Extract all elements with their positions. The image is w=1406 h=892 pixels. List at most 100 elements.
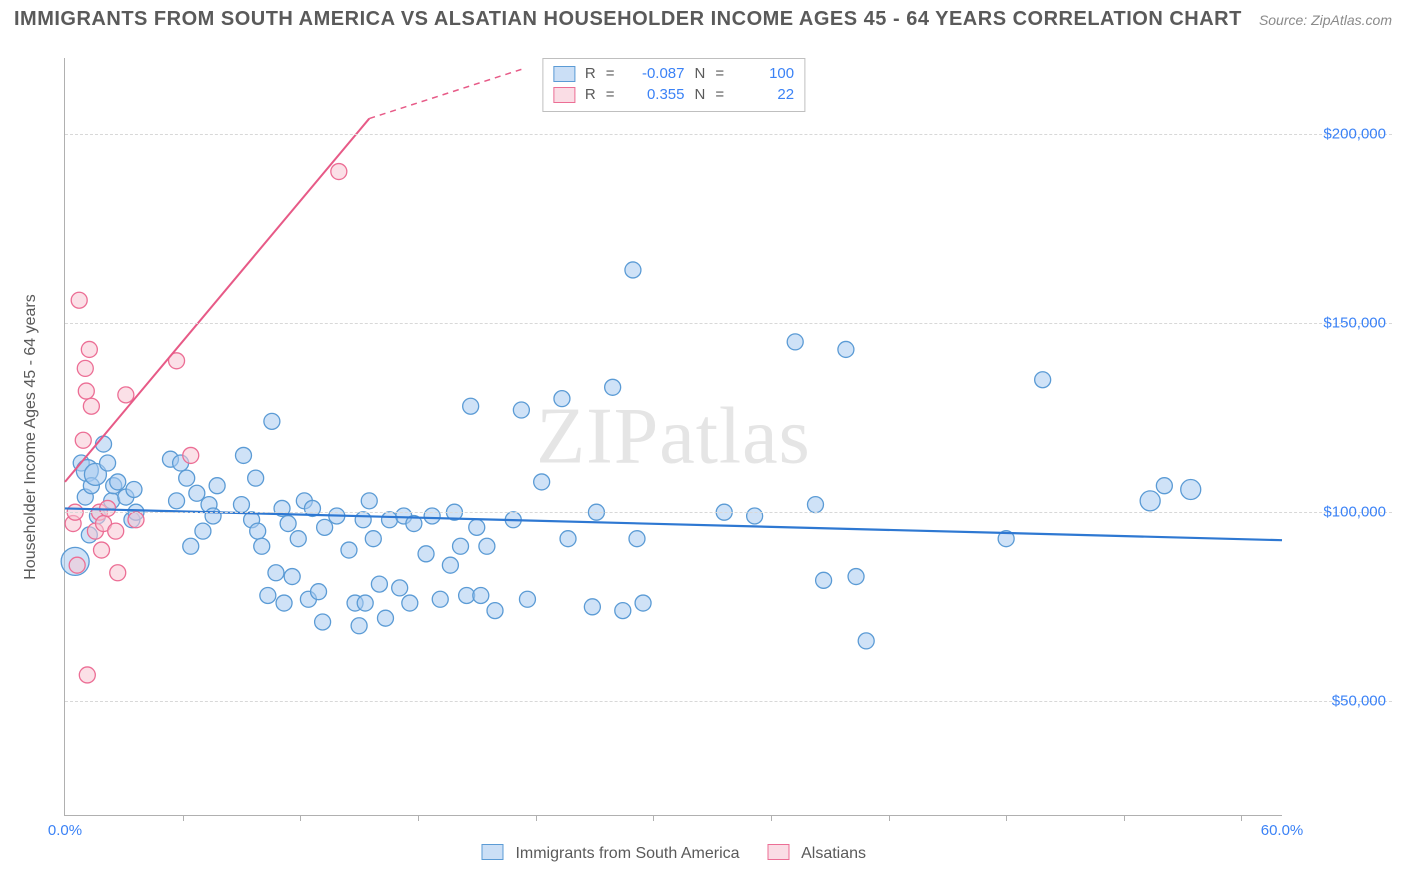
trend-line-dashed [369,69,521,118]
data-point [463,398,479,414]
y-tick-label: $50,000 [1332,693,1386,710]
data-point [479,538,495,554]
data-point [126,481,142,497]
legend-row: R= -0.087 N= 100 [553,63,794,84]
x-tick [889,815,890,821]
data-point [108,523,124,539]
data-point [365,531,381,547]
data-point [83,398,99,414]
x-tick [1241,815,1242,821]
x-tick [1006,815,1007,821]
data-point [377,610,393,626]
legend-swatch [553,87,575,103]
data-point [605,379,621,395]
data-point [453,538,469,554]
x-tick [183,815,184,821]
x-tick [653,815,654,821]
data-point [189,485,205,501]
gridline [65,512,1392,513]
data-point [1156,478,1172,494]
legend-correlation: R= -0.087 N= 100 R= 0.355 N= 22 [542,58,805,112]
data-point [110,565,126,581]
legend-item: Immigrants from South America [481,844,740,863]
data-point [513,402,529,418]
chart-wrap: ZIPatlas Householder Income Ages 45 - 64… [14,48,1392,864]
data-point [787,334,803,350]
data-point [290,531,306,547]
y-tick-label: $150,000 [1323,314,1386,331]
data-point [858,633,874,649]
x-tick-label: 0.0% [48,822,82,839]
data-point [183,538,199,554]
y-axis-title: Householder Income Ages 45 - 64 years [22,294,40,580]
x-tick [536,815,537,821]
n-value: 22 [734,84,794,105]
data-point [442,557,458,573]
y-tick-label: $100,000 [1323,504,1386,521]
x-tick-label: 60.0% [1261,822,1304,839]
data-point [311,584,327,600]
legend-label: Immigrants from South America [515,845,739,862]
data-point [615,603,631,619]
data-point [71,292,87,308]
legend-swatch [553,66,575,82]
data-point [75,432,91,448]
source-label: Source: ZipAtlas.com [1259,12,1392,28]
data-point [341,542,357,558]
legend-swatch [768,844,790,860]
gridline [65,701,1392,702]
gridline [65,323,1392,324]
data-point [94,542,110,558]
data-point [169,493,185,509]
chart-container: IMMIGRANTS FROM SOUTH AMERICA VS ALSATIA… [0,0,1406,892]
y-tick-label: $200,000 [1323,125,1386,142]
legend-swatch [481,844,503,860]
data-point [276,595,292,611]
data-point [179,470,195,486]
data-point [100,455,116,471]
data-point [848,569,864,585]
data-point [584,599,600,615]
data-point [473,587,489,603]
legend-row: R= 0.355 N= 22 [553,84,794,105]
data-point [110,474,126,490]
data-point [402,595,418,611]
data-point [260,587,276,603]
x-tick [771,815,772,821]
header: IMMIGRANTS FROM SOUTH AMERICA VS ALSATIA… [0,0,1406,35]
data-point [560,531,576,547]
data-point [69,557,85,573]
data-point [209,478,225,494]
data-point [357,595,373,611]
n-value: 100 [734,63,794,84]
data-point [268,565,284,581]
data-point [118,387,134,403]
data-point [81,341,97,357]
data-point [432,591,448,607]
data-point [1181,479,1201,499]
data-point [355,512,371,528]
data-point [554,391,570,407]
data-point [371,576,387,592]
data-point [331,164,347,180]
data-point [77,360,93,376]
chart-title: IMMIGRANTS FROM SOUTH AMERICA VS ALSATIA… [14,8,1242,31]
data-point [315,614,331,630]
data-point [838,341,854,357]
data-point [264,413,280,429]
data-point [233,497,249,513]
data-point [534,474,550,490]
data-point [382,512,398,528]
data-point [392,580,408,596]
data-point [205,508,221,524]
data-point [469,519,485,535]
data-point [235,447,251,463]
data-point [635,595,651,611]
x-tick [1124,815,1125,821]
data-point [424,508,440,524]
data-point [128,512,144,528]
plot-area: ZIPatlas Householder Income Ages 45 - 64… [64,58,1282,816]
data-point [519,591,535,607]
data-point [78,383,94,399]
data-point [1140,491,1160,511]
